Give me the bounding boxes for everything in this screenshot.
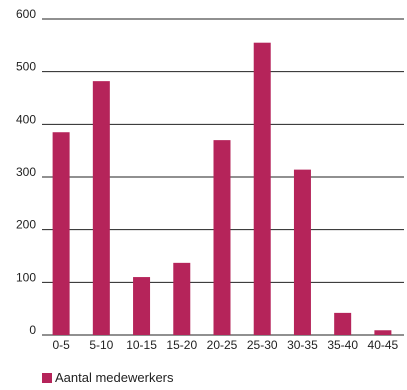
bar-10-15 bbox=[133, 277, 151, 335]
legend: Aantal medewerkers bbox=[42, 370, 174, 385]
bar-35-40 bbox=[334, 312, 352, 335]
y-tick-label: 100 bbox=[16, 270, 36, 284]
x-tick-label: 25-30 bbox=[247, 338, 278, 352]
bars bbox=[52, 42, 392, 335]
bar-5-10 bbox=[92, 81, 110, 335]
y-tick-label: 0 bbox=[29, 323, 36, 337]
bar-40-45 bbox=[374, 330, 392, 335]
x-tick-label: 30-35 bbox=[287, 338, 318, 352]
legend-label: Aantal medewerkers bbox=[55, 370, 174, 385]
bar-30-35 bbox=[293, 169, 311, 335]
x-axis-tick-labels: 0-5 5-10 10-15 15-20 20-25 25-30 30-35 35-40 40-… bbox=[52, 338, 398, 352]
y-tick-label: 500 bbox=[16, 60, 36, 74]
x-tick-label: 15-20 bbox=[166, 338, 197, 352]
y-tick-label: 300 bbox=[16, 165, 36, 179]
y-tick-label: 400 bbox=[16, 112, 36, 126]
x-tick-label: 40-45 bbox=[368, 338, 399, 352]
bar-0-5 bbox=[52, 132, 70, 335]
x-tick-label: 0-5 bbox=[52, 338, 70, 352]
x-tick-label: 5-10 bbox=[89, 338, 113, 352]
bar-15-20 bbox=[173, 262, 191, 335]
y-tick-label: 200 bbox=[16, 218, 36, 232]
x-tick-label: 35-40 bbox=[327, 338, 358, 352]
x-tick-label: 20-25 bbox=[207, 338, 238, 352]
legend-swatch bbox=[42, 372, 52, 383]
x-tick-label: 10-15 bbox=[126, 338, 157, 352]
y-axis-tick-labels: 0 100 200 300 400 500 600 bbox=[16, 7, 36, 337]
y-tick-label: 600 bbox=[16, 7, 36, 21]
bar-20-25 bbox=[213, 140, 231, 335]
bar-25-30 bbox=[253, 42, 271, 335]
